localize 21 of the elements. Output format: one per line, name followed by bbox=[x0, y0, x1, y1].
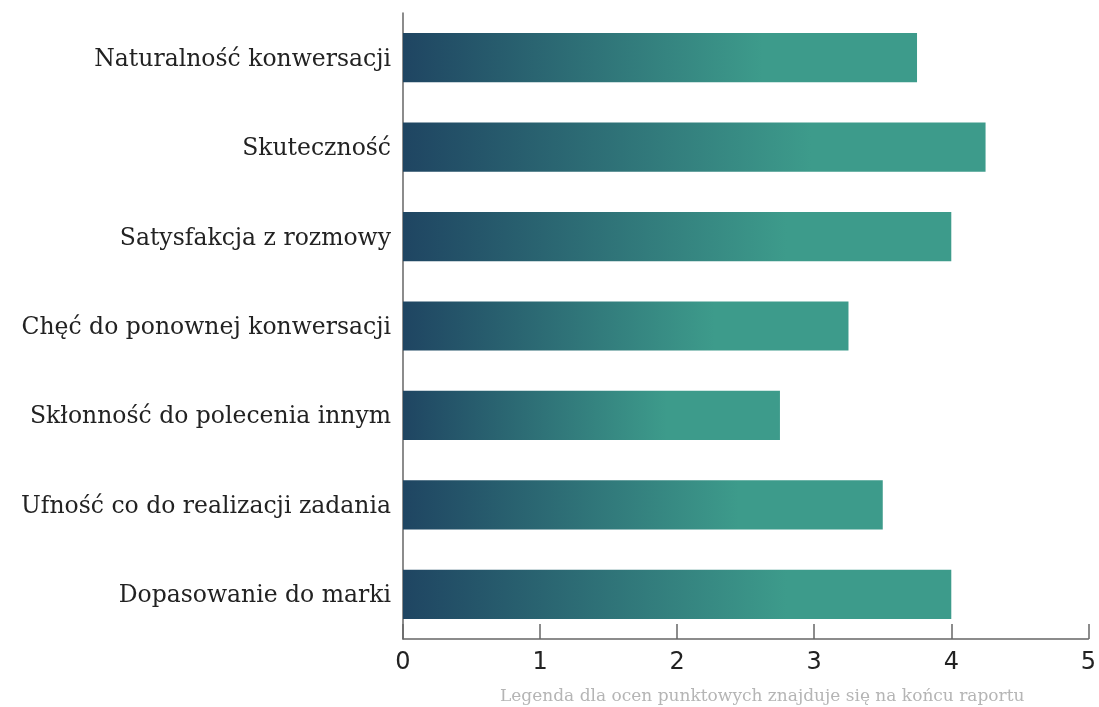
text: Legenda dla ocen punktowych znajduje się na końcu raportu bbox=[500, 684, 1025, 705]
x-tick-label: 5 bbox=[1080, 647, 1097, 675]
y-tick-label: Satysfakcja z rozmowy bbox=[119, 222, 392, 251]
x-tick-label: 4 bbox=[943, 647, 959, 675]
bar bbox=[403, 301, 849, 351]
x-tick-label: 2 bbox=[669, 647, 685, 675]
bar bbox=[403, 390, 780, 441]
y-tick-label: Dopasowanie do marki bbox=[118, 580, 391, 609]
x-tick-label: 1 bbox=[532, 647, 548, 675]
y-tick-label: Naturalność konwersacji bbox=[94, 43, 391, 72]
y-tick-label: Chęć do ponownej konwersacji bbox=[21, 312, 391, 340]
bar bbox=[403, 33, 918, 83]
bar bbox=[403, 122, 986, 172]
x-tick-label: 0 bbox=[395, 647, 411, 675]
y-tick-label: Skuteczność bbox=[242, 133, 391, 162]
x-tick-label: 3 bbox=[806, 647, 822, 675]
bar bbox=[403, 480, 883, 530]
y-tick-label: Skłonność do polecenia innym bbox=[29, 401, 391, 430]
bar bbox=[403, 569, 952, 619]
y-tick-label: Ufność co do realizacji zadania bbox=[20, 490, 391, 519]
bar bbox=[403, 211, 952, 262]
